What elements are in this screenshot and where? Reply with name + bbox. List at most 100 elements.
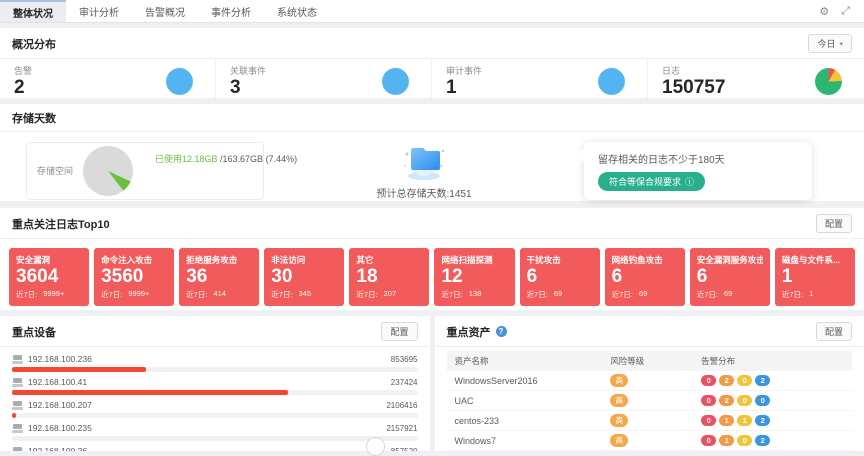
top10-card-interference[interactable]: 干扰攻击 6 近7日:69 xyxy=(520,248,600,306)
device-usage-bar xyxy=(12,436,418,441)
storage-estimate-text: 预计总存储天数:1451 xyxy=(376,185,471,200)
risk-badge: 高 xyxy=(610,414,628,427)
assets-title: 重点资产 ? xyxy=(447,324,507,340)
top10-card-phishing[interactable]: 网络钓鱼攻击 6 近7日:69 xyxy=(605,248,685,306)
audit-circle-icon xyxy=(598,68,625,95)
storage-pie-chart xyxy=(83,146,133,196)
compliance-card: 留存相关的日志不少于180天 符合等保合规要求 ⓘ xyxy=(584,142,812,200)
tab-system-status[interactable]: 系统状态 xyxy=(264,0,330,22)
top10-card-scan-probe[interactable]: 网络扫描探测 12 近7日:138 xyxy=(434,248,514,306)
compliance-badge[interactable]: 符合等保合规要求 ⓘ xyxy=(598,172,705,191)
top10-config-button[interactable]: 配置 xyxy=(816,214,852,233)
top10-panel: 重点关注日志Top10 配置 安全漏洞 3604 近7日:9999+ 命令注入攻… xyxy=(0,208,864,310)
log-pie-chart-icon xyxy=(815,68,842,95)
storage-space-label: 存储空间 xyxy=(37,164,73,177)
asset-name: WindowsServer2016 xyxy=(455,376,611,386)
device-icon xyxy=(12,424,23,433)
device-icon xyxy=(12,378,23,387)
device-usage-bar xyxy=(12,367,418,372)
storage-panel: 存储天数 存储空间 已使用12.18GB /163.67GB (7.44%) xyxy=(0,104,864,201)
stat-correlated-value: 3 xyxy=(230,78,266,99)
device-icon xyxy=(12,401,23,410)
storage-estimate-block: 预计总存储天数:1451 xyxy=(264,142,584,200)
tab-overall-status[interactable]: 整体状况 xyxy=(0,0,66,22)
asset-name: Windows7 xyxy=(455,436,611,446)
top10-panel-head: 重点关注日志Top10 配置 xyxy=(0,208,864,239)
device-row[interactable]: 192.168.100.236 853695 xyxy=(12,354,418,372)
top-tab-bar: 整体状况 审计分析 告警概况 事件分析 系统状态 ⚙ ⤢ xyxy=(0,0,864,23)
assets-table-header: 资产名称 风险等级 告警分布 xyxy=(447,351,853,371)
risk-badge: 高 xyxy=(610,374,628,387)
overview-panel-head: 概况分布 今日 ▾ xyxy=(0,28,864,59)
stat-logs-value: 150757 xyxy=(662,78,725,99)
risk-badge: 高 xyxy=(610,394,628,407)
storage-usage-text: 已使用12.18GB /163.67GB (7.44%) xyxy=(155,152,297,165)
top10-card-other[interactable]: 其它 18 近7日:207 xyxy=(349,248,429,306)
fullscreen-icon[interactable]: ⤢ xyxy=(841,5,850,18)
overview-title: 概况分布 xyxy=(12,36,56,52)
top10-card-disk-filesystem[interactable]: 磁盘与文件系... 1 近7日:1 xyxy=(775,248,855,306)
stat-audit-value: 1 xyxy=(446,78,482,99)
storage-panel-head: 存储天数 xyxy=(0,104,864,132)
stat-alarm[interactable]: 告警 2 xyxy=(0,59,216,104)
tab-audit-analysis[interactable]: 审计分析 xyxy=(66,0,132,22)
device-icon xyxy=(12,447,23,452)
storage-total-value: /163.67GB (7.44%) xyxy=(218,154,298,164)
storage-title: 存储天数 xyxy=(12,110,56,126)
top10-card-dos[interactable]: 拒绝服务攻击 36 近7日:414 xyxy=(179,248,259,306)
stat-correlated-label: 关联事件 xyxy=(230,64,266,77)
key-assets-panel: 重点资产 ? 配置 资产名称 风险等级 告警分布 WindowsServer20… xyxy=(435,316,864,451)
device-icon xyxy=(12,355,23,364)
info-icon: ⓘ xyxy=(685,175,694,188)
help-icon[interactable]: ? xyxy=(496,326,507,337)
compliance-text: 留存相关的日志不少于180天 xyxy=(598,151,798,166)
gear-icon[interactable]: ⚙ xyxy=(819,5,829,18)
bottom-row: 重点设备 配置 192.168.100.236 853695 192.168.1… xyxy=(0,316,864,451)
devices-panel-head: 重点设备 配置 xyxy=(0,316,430,347)
correlated-circle-icon xyxy=(382,68,409,95)
device-usage-bar xyxy=(12,413,418,418)
top10-card-service-attack[interactable]: 安全漏洞服务攻击 6 近7日:69 xyxy=(690,248,770,306)
top10-card-security-vuln[interactable]: 安全漏洞 3604 近7日:9999+ xyxy=(9,248,89,306)
assets-panel-head: 重点资产 ? 配置 xyxy=(435,316,864,347)
assets-config-button[interactable]: 配置 xyxy=(816,322,852,341)
storage-space-card: 存储空间 已使用12.18GB /163.67GB (7.44%) xyxy=(26,142,264,200)
period-label: 今日 xyxy=(817,37,835,50)
compliance-badge-label: 符合等保合规要求 xyxy=(609,175,681,188)
alarm-circle-icon xyxy=(166,68,193,95)
storage-body: 存储空间 已使用12.18GB /163.67GB (7.44%) 预计总存储天… xyxy=(0,132,864,202)
stats-row: 告警 2 关联事件 3 审计事件 1 日志 150757 xyxy=(0,59,864,104)
tab-event-analysis[interactable]: 事件分析 xyxy=(198,0,264,22)
device-row[interactable]: 192.168.100.235 2157921 xyxy=(12,423,418,441)
top10-cards-row: 安全漏洞 3604 近7日:9999+ 命令注入攻击 3560 近7日:9999… xyxy=(0,239,864,306)
asset-name: centos-233 xyxy=(455,416,611,426)
device-row[interactable]: 192.168.100.207 2106416 xyxy=(12,400,418,418)
period-selector[interactable]: 今日 ▾ xyxy=(808,34,852,53)
top10-card-cmd-injection[interactable]: 命令注入攻击 3560 近7日:9999+ xyxy=(94,248,174,306)
stat-alarm-label: 告警 xyxy=(14,64,32,77)
top10-title: 重点关注日志Top10 xyxy=(12,216,110,232)
device-row[interactable]: 192.168.100.41 237424 xyxy=(12,377,418,395)
device-usage-bar xyxy=(12,390,418,395)
stat-audit-events[interactable]: 审计事件 1 xyxy=(432,59,648,104)
stat-logs[interactable]: 日志 150757 xyxy=(648,59,864,104)
chevron-down-icon: ▾ xyxy=(839,40,843,48)
tab-alarm-overview[interactable]: 告警概况 xyxy=(132,0,198,22)
top10-card-illegal-access[interactable]: 非法访问 30 近7日:345 xyxy=(264,248,344,306)
header-icon-group: ⚙ ⤢ xyxy=(819,0,864,22)
devices-config-button[interactable]: 配置 xyxy=(381,322,417,341)
devices-list: 192.168.100.236 853695 192.168.100.41 23… xyxy=(0,347,430,451)
stat-correlated-events[interactable]: 关联事件 3 xyxy=(216,59,432,104)
risk-badge: 高 xyxy=(610,434,628,447)
stat-alarm-value: 2 xyxy=(14,78,32,99)
asset-name: UAC xyxy=(455,396,611,406)
overview-panel: 概况分布 今日 ▾ 告警 2 关联事件 3 审计事件 1 日志 150757 xyxy=(0,28,864,98)
